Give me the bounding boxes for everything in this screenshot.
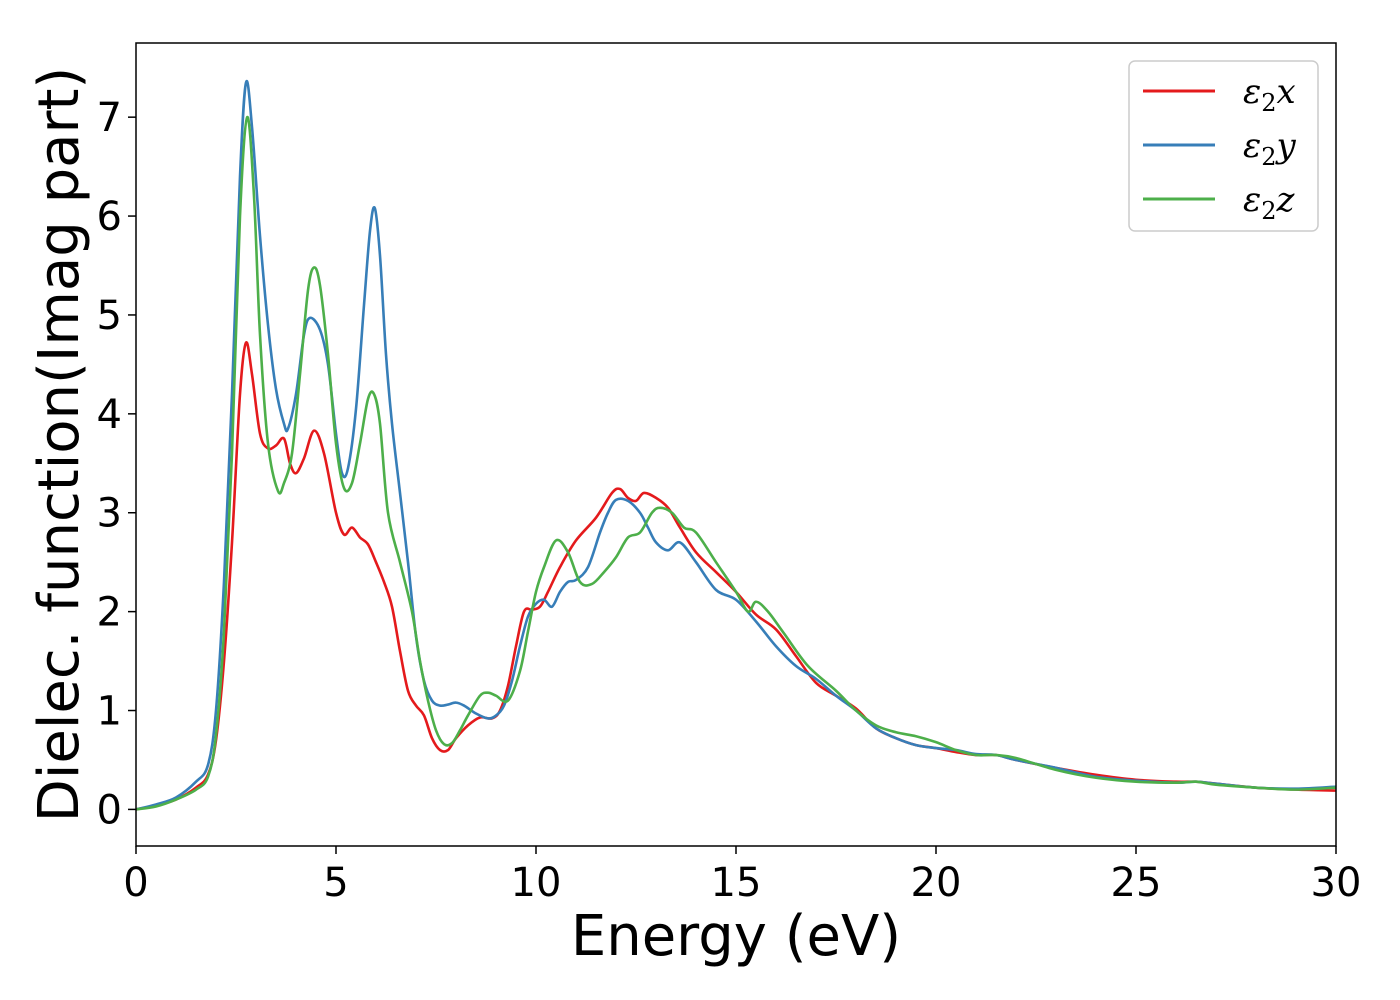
series-layer <box>136 79 1336 811</box>
series-line-z <box>136 115 1336 811</box>
x-axis-label: Energy (eV) <box>571 904 901 969</box>
legend-box <box>1128 60 1319 232</box>
series-line-y <box>136 79 1336 811</box>
y-tick-label: 3 <box>97 491 122 537</box>
y-tick-label: 7 <box>97 95 122 141</box>
x-tick-label: 10 <box>511 860 562 906</box>
y-tick-label: 1 <box>97 689 122 735</box>
legend-entry-z: ε2z <box>1243 180 1296 225</box>
legend-entry-x: ε2x <box>1243 72 1296 117</box>
legend-entry-y: ε2y <box>1243 126 1297 171</box>
x-axis: 0 5 10 15 20 25 30 <box>123 846 1361 906</box>
x-tick-label: 15 <box>711 860 762 906</box>
x-tick-label: 20 <box>911 860 962 906</box>
x-tick-label: 0 <box>123 860 148 906</box>
x-tick-label: 25 <box>1111 860 1162 906</box>
x-tick-label: 30 <box>1311 860 1362 906</box>
y-tick-label: 5 <box>97 293 122 339</box>
y-tick-label: 6 <box>97 194 122 240</box>
y-tick-label: 4 <box>97 392 122 438</box>
legend: ε2x ε2y ε2z <box>1128 60 1319 232</box>
x-tick-label: 5 <box>323 860 348 906</box>
y-tick-label: 0 <box>97 787 122 833</box>
y-tick-label: 2 <box>97 590 122 636</box>
y-axis: 0 1 2 3 4 5 6 7 <box>97 95 136 833</box>
y-axis-label: Dielec. function(Imag part) <box>27 67 92 823</box>
